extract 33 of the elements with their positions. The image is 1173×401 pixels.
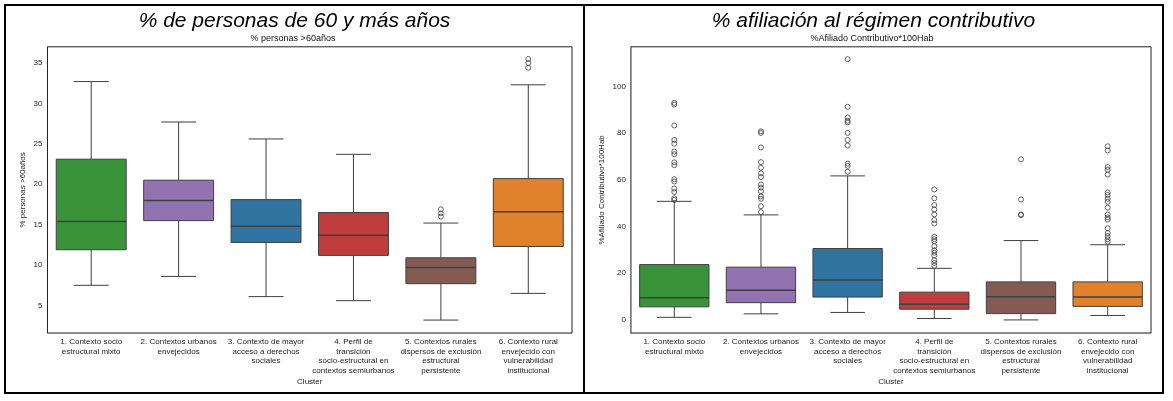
chart-title: % afiliación al régimen contributivo xyxy=(711,7,1036,33)
y-tick-label: 20 xyxy=(33,179,43,189)
y-tick-label: 25 xyxy=(33,139,43,149)
y-tick-label: 15 xyxy=(33,219,43,229)
x-tick-label: 4. Perfil de transición socio-estructural en contextos semiurbanos xyxy=(892,337,975,375)
y-tick-label: 80 xyxy=(616,128,626,138)
x-tick-label: 3. Contexto de mayor acceso a derechos sociales xyxy=(808,337,886,366)
x-tick-label: 6. Contexto rural envejecido con vulnerabilidad institucional xyxy=(1077,337,1137,375)
y-tick-label: 20 xyxy=(616,268,626,278)
y-tick-label: 35 xyxy=(33,58,43,68)
y-tick-label: 40 xyxy=(616,221,626,231)
y-tick-label: 30 xyxy=(33,98,43,108)
chart-subtitle: % personas >60años xyxy=(250,32,336,43)
y-tick-label: 10 xyxy=(33,260,43,270)
x-axis-title: Cluster xyxy=(877,377,904,387)
x-tick-label: 3. Contexto de mayor acceso a derechos sociales xyxy=(227,337,305,366)
chart-title: % de personas de 60 y más años xyxy=(138,7,451,33)
x-tick-label: 4. Perfil de transición socio-estructural en contextos semiurbanos xyxy=(311,337,395,375)
y-tick-label: 0 xyxy=(620,315,626,325)
x-tick-label: 2. Contextos urbanos envejecidos xyxy=(140,337,217,356)
x-axis-title: Cluster xyxy=(296,377,323,387)
x-tick-label: 5. Contextos rurales dispersos de exclusión estructural persistente xyxy=(980,337,1061,375)
chart-subtitle: %Afiliado Contributivo*100Hab xyxy=(809,32,934,43)
y-axis-title: %Afiliado Contributivo*100Hab xyxy=(596,134,606,245)
y-tick-label: 100 xyxy=(612,81,626,91)
x-tick-label: 6. Contexto rural envejecido con vulnerabilidad institucional xyxy=(498,337,558,375)
y-tick-label: 5 xyxy=(37,300,43,310)
x-tick-label: 2. Contextos urbanos envejecidos xyxy=(722,337,799,356)
x-tick-label: 5. Contextos rurales dispersos de exclusión estructural persistente xyxy=(399,337,481,375)
y-axis-title: % personas >60años xyxy=(17,152,27,228)
y-tick-label: 60 xyxy=(616,175,626,185)
x-tick-label: 1. Contexto socio estructural mixto xyxy=(642,337,706,356)
x-tick-label: 1. Contexto socio estructural mixto xyxy=(59,337,123,356)
